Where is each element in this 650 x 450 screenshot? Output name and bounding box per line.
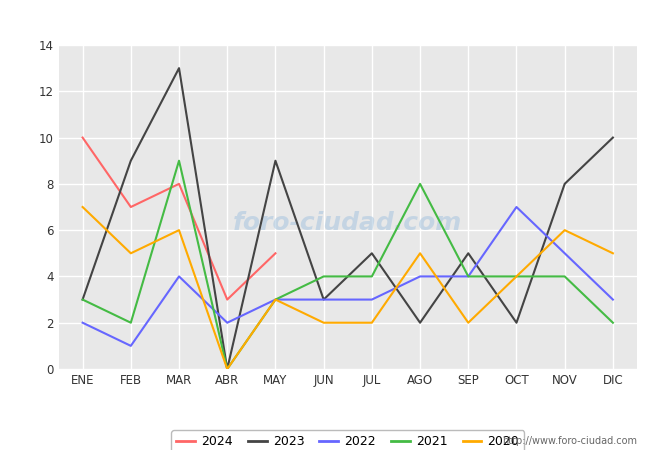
2022 bbox=[320, 297, 328, 302]
2023 bbox=[368, 251, 376, 256]
2023 bbox=[609, 135, 617, 140]
2021 bbox=[79, 297, 86, 302]
Text: foro-ciudad.com: foro-ciudad.com bbox=[233, 211, 462, 235]
Legend: 2024, 2023, 2022, 2021, 2020: 2024, 2023, 2022, 2021, 2020 bbox=[171, 431, 525, 450]
2022 bbox=[416, 274, 424, 279]
2022 bbox=[79, 320, 86, 325]
2023 bbox=[561, 181, 569, 187]
2022 bbox=[224, 320, 231, 325]
2020 bbox=[272, 297, 280, 302]
2021 bbox=[320, 274, 328, 279]
2023 bbox=[513, 320, 521, 325]
2022 bbox=[609, 297, 617, 302]
2023 bbox=[175, 65, 183, 71]
2020 bbox=[609, 251, 617, 256]
2021 bbox=[224, 366, 231, 372]
2020 bbox=[561, 227, 569, 233]
2021 bbox=[127, 320, 135, 325]
2024 bbox=[127, 204, 135, 210]
2023 bbox=[79, 297, 86, 302]
2021 bbox=[368, 274, 376, 279]
2020 bbox=[175, 227, 183, 233]
2023 bbox=[320, 297, 328, 302]
Text: Matriculaciones de Vehiculos en Maria de la Salut: Matriculaciones de Vehiculos en Maria de… bbox=[135, 15, 515, 30]
2021 bbox=[464, 274, 472, 279]
2022 bbox=[368, 297, 376, 302]
2022 bbox=[127, 343, 135, 349]
2022 bbox=[464, 274, 472, 279]
2024 bbox=[175, 181, 183, 187]
2022 bbox=[561, 251, 569, 256]
2020 bbox=[79, 204, 86, 210]
Line: 2021: 2021 bbox=[83, 161, 613, 369]
2022 bbox=[513, 204, 521, 210]
Line: 2022: 2022 bbox=[83, 207, 613, 346]
Text: http://www.foro-ciudad.com: http://www.foro-ciudad.com bbox=[502, 436, 637, 446]
2020 bbox=[224, 366, 231, 372]
2021 bbox=[175, 158, 183, 163]
2021 bbox=[561, 274, 569, 279]
Line: 2024: 2024 bbox=[83, 138, 276, 300]
Line: 2023: 2023 bbox=[83, 68, 613, 369]
2024 bbox=[224, 297, 231, 302]
2023 bbox=[272, 158, 280, 163]
2024 bbox=[79, 135, 86, 140]
2021 bbox=[609, 320, 617, 325]
2023 bbox=[464, 251, 472, 256]
2023 bbox=[224, 366, 231, 372]
2021 bbox=[272, 297, 280, 302]
2020 bbox=[368, 320, 376, 325]
2022 bbox=[272, 297, 280, 302]
2020 bbox=[320, 320, 328, 325]
2023 bbox=[416, 320, 424, 325]
Line: 2020: 2020 bbox=[83, 207, 613, 369]
2020 bbox=[127, 251, 135, 256]
2020 bbox=[464, 320, 472, 325]
2023 bbox=[127, 158, 135, 163]
2020 bbox=[416, 251, 424, 256]
2021 bbox=[416, 181, 424, 187]
2020 bbox=[513, 274, 521, 279]
2024 bbox=[272, 251, 280, 256]
2022 bbox=[175, 274, 183, 279]
2021 bbox=[513, 274, 521, 279]
